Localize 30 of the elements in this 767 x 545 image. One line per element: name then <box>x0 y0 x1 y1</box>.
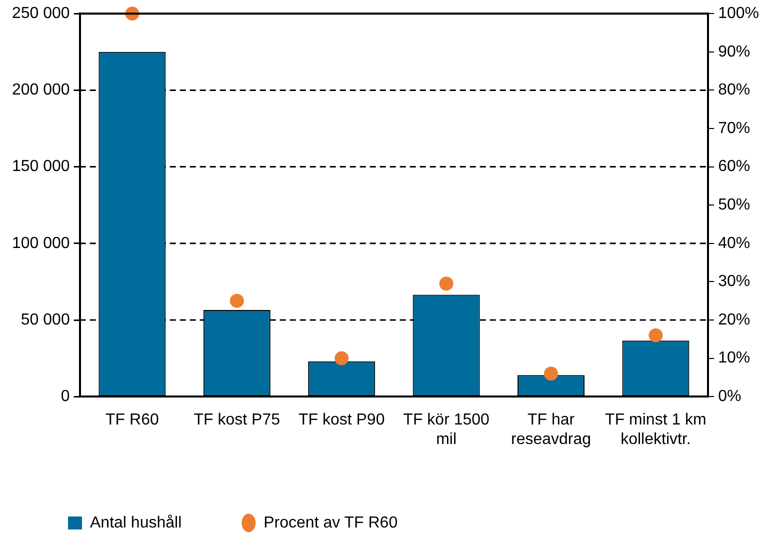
legend-label: Procent av TF R60 <box>264 514 398 532</box>
point <box>439 276 454 291</box>
y2-tick-label: 10% <box>718 350 750 367</box>
y2-tick-label: 50% <box>718 196 750 214</box>
x-tick-label: TF har reseavdrag <box>510 412 592 448</box>
x-tick-label: TF R60 <box>106 412 159 429</box>
y-tick-label: 50 000 <box>20 311 70 328</box>
legend-label: Antal hushåll <box>90 514 182 532</box>
y-tick-label: 200 000 <box>12 82 70 99</box>
x-tick-label: TF kost P75 <box>194 412 280 429</box>
y2-tick-label: 0% <box>718 388 742 406</box>
y-tick-label: 250 000 <box>12 5 70 22</box>
y2-tick-label: 70% <box>718 120 750 137</box>
y-tick-label: 150 000 <box>12 158 70 176</box>
point <box>334 351 349 366</box>
y2-tick-label: 90% <box>718 43 750 60</box>
y-tick-label: 0 <box>60 388 70 406</box>
y2-tick-label: 60% <box>718 158 750 176</box>
y2-tick-label: 100% <box>718 5 759 22</box>
x-tick-label: TF minst 1 km kollektivtr. <box>605 412 706 448</box>
y2-tick-label: 20% <box>718 311 750 328</box>
y2-tick-label: 30% <box>718 273 750 290</box>
y2-tick-label: 80% <box>718 82 750 99</box>
point <box>648 328 663 342</box>
x-tick-label: TF kör 1500 mil <box>403 412 490 448</box>
y2-tick-label: 40% <box>718 234 750 252</box>
point <box>230 294 244 308</box>
y-tick-label: 100 000 <box>12 234 70 252</box>
point <box>544 366 558 381</box>
x-tick-label: TF kost P90 <box>298 412 385 429</box>
